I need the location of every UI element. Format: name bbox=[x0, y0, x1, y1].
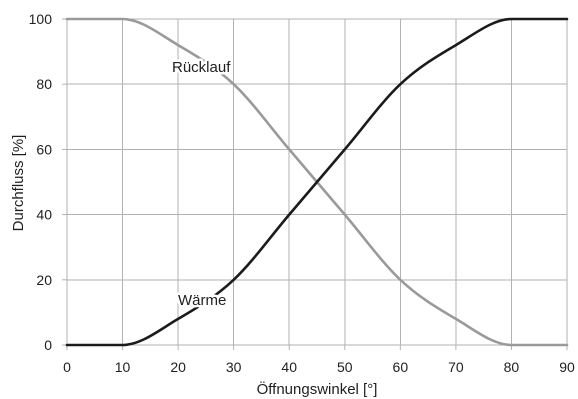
x-tick-label: 50 bbox=[337, 359, 353, 375]
y-tick-label: 60 bbox=[36, 141, 52, 157]
y-tick-label: 100 bbox=[29, 11, 53, 27]
x-tick-label: 80 bbox=[504, 359, 520, 375]
x-tick-label: 10 bbox=[115, 359, 131, 375]
series-label-ruecklauf: Rücklauf bbox=[172, 59, 231, 76]
series-line-waerme bbox=[65, 17, 569, 347]
series-label-waerme: Wärme bbox=[178, 292, 226, 309]
x-tick-label: 0 bbox=[63, 359, 71, 375]
x-axis-title: Öffnungswinkel [°] bbox=[257, 380, 378, 398]
x-tick-label: 70 bbox=[448, 359, 464, 375]
y-tick-label: 80 bbox=[36, 76, 52, 92]
series-lines bbox=[65, 17, 569, 347]
grid bbox=[66, 18, 568, 346]
x-tick-label: 90 bbox=[559, 359, 575, 375]
axes: 0 10 20 30 40 50 60 70 80 90 0 20 40 60 80 100 bbox=[29, 11, 575, 375]
y-tick-label: 40 bbox=[36, 207, 52, 223]
x-tick-label: 60 bbox=[393, 359, 409, 375]
y-tick-label: 0 bbox=[44, 337, 52, 353]
x-tick-label: 40 bbox=[281, 359, 297, 375]
y-tick-label: 20 bbox=[36, 272, 52, 288]
y-axis-title: Durchfluss [%] bbox=[10, 135, 27, 232]
x-tick-label: 20 bbox=[170, 359, 186, 375]
x-tick-label: 30 bbox=[226, 359, 242, 375]
